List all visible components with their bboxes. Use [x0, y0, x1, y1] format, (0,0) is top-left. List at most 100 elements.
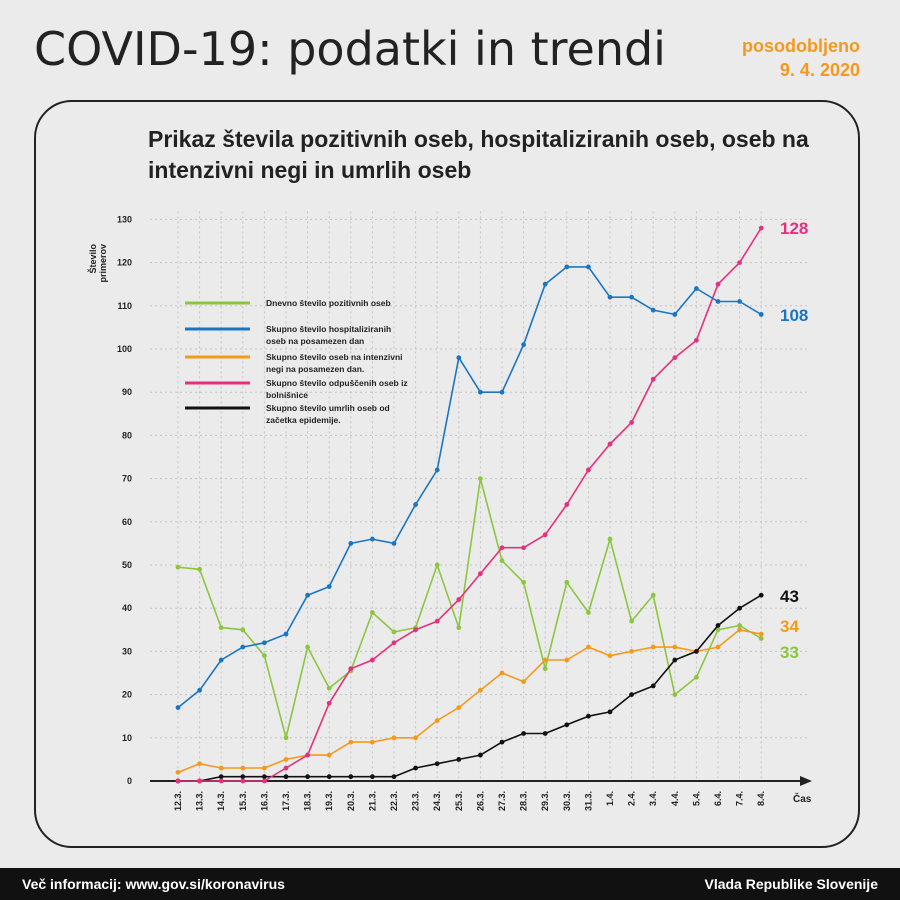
legend-label: negi na posamezen dan.	[266, 364, 364, 374]
x-tick-label: 15.3.	[238, 791, 248, 811]
data-point	[456, 625, 462, 631]
data-point	[262, 640, 267, 646]
end-value-label: 34	[780, 617, 799, 636]
data-point	[542, 731, 548, 736]
data-point	[607, 536, 613, 542]
data-point	[521, 679, 526, 685]
x-tick-label: 28.3.	[519, 791, 529, 811]
y-tick-label: 70	[122, 474, 132, 484]
x-tick-label: 27.3.	[497, 791, 507, 811]
data-point	[564, 657, 570, 663]
data-point	[499, 545, 505, 551]
data-point	[326, 685, 332, 691]
data-point	[737, 299, 742, 304]
footer-more-info[interactable]: Več informacij: www.gov.si/koronavirus	[22, 876, 285, 892]
series-line	[177, 628, 762, 774]
y-tick-label: 60	[122, 517, 132, 527]
x-tick-label: 25.3.	[454, 791, 464, 811]
data-point	[586, 467, 591, 473]
data-point	[586, 644, 591, 650]
y-axis-title: Število	[87, 244, 98, 274]
series-line	[177, 266, 762, 709]
data-point	[629, 649, 634, 654]
data-point	[478, 389, 483, 395]
x-tick-label: 26.3.	[475, 791, 485, 811]
data-point	[521, 731, 526, 736]
data-point	[283, 774, 289, 780]
data-point	[370, 739, 375, 745]
data-point	[413, 627, 418, 633]
data-point	[478, 571, 483, 577]
footer-bar: Več informacij: www.gov.si/koronavirus V…	[0, 868, 900, 900]
data-point	[650, 376, 656, 382]
page-title: COVID-19: podatki in trendi	[34, 22, 666, 76]
data-point	[758, 312, 764, 317]
data-point	[650, 307, 656, 313]
data-point	[370, 536, 375, 542]
data-point	[672, 312, 678, 317]
data-point	[348, 739, 354, 745]
data-point	[391, 774, 397, 780]
y-tick-label: 90	[122, 387, 132, 397]
data-point	[758, 225, 764, 231]
update-label: posodobljeno	[742, 36, 860, 56]
data-point	[629, 618, 634, 624]
data-point	[240, 778, 246, 784]
data-point	[240, 644, 246, 650]
data-point	[218, 625, 224, 631]
data-point	[391, 629, 397, 635]
chart-panel	[34, 100, 860, 848]
data-point	[650, 592, 656, 598]
data-point	[521, 342, 526, 348]
data-point	[326, 774, 332, 780]
data-point	[456, 597, 462, 602]
data-point	[391, 640, 397, 646]
data-point	[370, 610, 375, 615]
data-point	[715, 644, 721, 650]
x-tick-label: 19.3.	[324, 791, 334, 811]
data-point	[607, 441, 613, 447]
data-point	[283, 631, 289, 637]
data-point	[348, 774, 354, 780]
legend-label: Skupno število hospitaliziranih	[266, 324, 391, 334]
data-point	[672, 355, 678, 361]
x-tick-label: 30.3.	[562, 791, 572, 811]
data-point	[737, 605, 742, 611]
end-value-label: 33	[780, 643, 799, 662]
x-tick-label: 8.4.	[756, 791, 766, 806]
data-point	[391, 735, 397, 741]
x-tick-label: 24.3.	[432, 791, 442, 811]
data-point	[434, 618, 440, 624]
data-point	[197, 778, 203, 784]
data-point	[564, 579, 570, 585]
end-value-label: 108	[780, 306, 808, 325]
data-point	[305, 774, 310, 780]
x-tick-label: 29.3.	[540, 791, 550, 811]
data-point	[715, 627, 721, 633]
data-point	[694, 674, 699, 680]
legend-label: Skupno število odpuščenih oseb iz	[266, 378, 408, 388]
data-point	[326, 700, 332, 706]
data-point	[240, 774, 246, 780]
y-tick-label: 30	[122, 646, 132, 656]
data-point	[478, 476, 483, 481]
data-point	[305, 752, 310, 758]
update-date-value: 9. 4. 2020	[779, 60, 860, 80]
update-date: posodobljeno 9. 4. 2020	[742, 34, 860, 82]
data-point	[262, 774, 267, 780]
data-point	[391, 541, 397, 546]
y-tick-label: 0	[127, 776, 132, 786]
x-tick-label: 6.4.	[713, 791, 723, 806]
data-point	[542, 532, 548, 538]
data-point	[348, 541, 354, 546]
data-point	[758, 631, 764, 637]
data-point	[240, 627, 246, 633]
data-point	[240, 765, 246, 771]
data-point	[262, 765, 267, 771]
x-tick-label: 7.4.	[735, 791, 745, 806]
footer-government: Vlada Republike Slovenije	[704, 876, 878, 892]
data-point	[694, 286, 699, 291]
legend-label: oseb na posamezen dan	[266, 336, 364, 346]
data-point	[456, 705, 462, 710]
